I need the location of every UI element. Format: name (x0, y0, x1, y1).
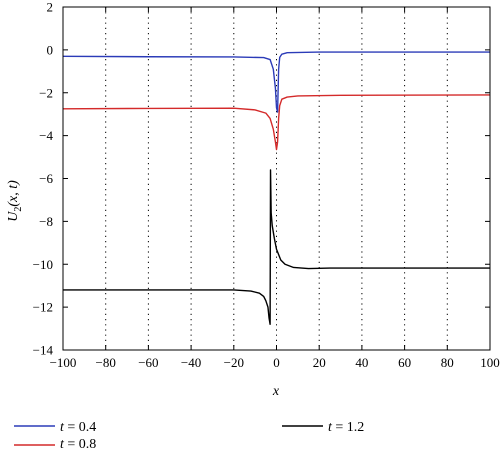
axis-ticks (62, 6, 491, 351)
y-tick-label: −4 (39, 128, 53, 143)
x-tick-label: −60 (138, 355, 158, 370)
x-tick-label: −20 (224, 355, 244, 370)
legend: t = 0.4 t = 0.8 t = 1.2 (14, 420, 364, 450)
x-tick-label: 0 (273, 355, 280, 370)
x-tick-label: 20 (313, 355, 326, 370)
y-tick-label: −6 (39, 171, 53, 186)
y-tick-label: 0 (47, 42, 54, 57)
y-tick-label: −14 (33, 343, 54, 358)
x-tick-labels: −100 −80 −60 −40 −20 0 20 40 60 80 100 (50, 355, 500, 370)
legend-item-t-1-2: t = 1.2 (282, 420, 364, 435)
y-axis-label-tail: (x, t) (6, 180, 21, 207)
series-line-1 (62, 94, 491, 151)
y-tick-labels: 2 0 −2 −4 −6 −8 −10 −12 −14 (33, 0, 54, 358)
y-tick-label: −12 (33, 300, 53, 315)
series-line-0 (62, 51, 490, 113)
y-axis-label-sub: 2 (13, 207, 24, 212)
series-line-2 (63, 169, 490, 325)
x-tick-label: −40 (181, 355, 201, 370)
y-tick-label: −2 (39, 85, 53, 100)
x-tick-label: −80 (96, 355, 116, 370)
y-axis-label: U2(x, t) (6, 180, 24, 222)
y-tick-label: 2 (47, 0, 54, 15)
legend-label-t-0-4: t = 0.4 (60, 420, 96, 435)
legend-label-t-0-8: t = 0.8 (60, 437, 96, 450)
legend-item-t-0-4: t = 0.4 (14, 420, 96, 435)
y-axis-label-main: U (6, 211, 21, 222)
x-tick-label: 80 (441, 355, 454, 370)
x-tick-label: 60 (398, 355, 411, 370)
x-tick-label: 40 (355, 355, 368, 370)
x-axis-label: x (272, 384, 280, 399)
y-tick-label: −10 (33, 257, 53, 272)
series-lines (62, 51, 491, 325)
legend-label-t-1-2: t = 1.2 (328, 420, 364, 435)
x-tick-label: −100 (50, 355, 77, 370)
x-tick-label: 100 (480, 355, 500, 370)
grid-lines (105, 7, 448, 350)
y-tick-label: −8 (39, 214, 53, 229)
legend-item-t-0-8: t = 0.8 (14, 437, 96, 450)
